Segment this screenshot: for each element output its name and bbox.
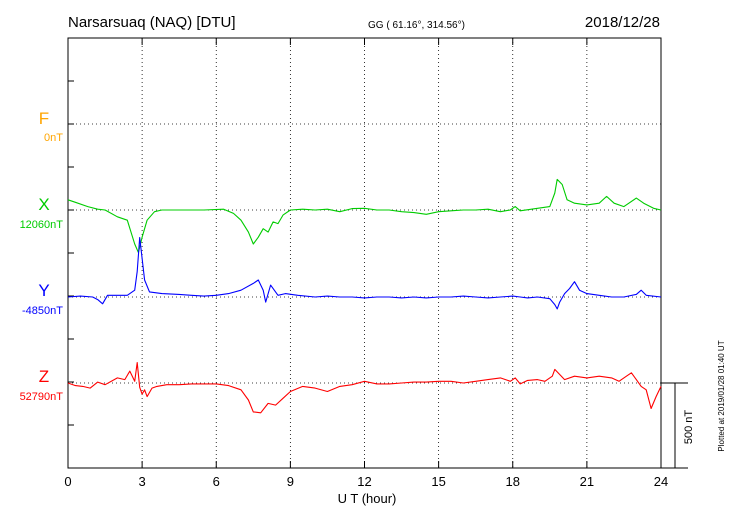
date-label: 2018/12/28 (585, 14, 660, 31)
x-tick-label: 0 (64, 474, 71, 489)
baseline-label-z: 52790nT (20, 391, 64, 403)
station-title: Narsarsuaq (NAQ) [DTU] (68, 14, 236, 31)
baseline-label-x: 12060nT (20, 219, 64, 231)
x-tick-label: 12 (357, 474, 371, 489)
x-axis-label: U T (hour) (338, 491, 397, 506)
component-label-z: Z (39, 367, 49, 386)
component-label-x: X (38, 195, 49, 214)
plotted-timestamp: Plotted at 2019/01/28 01:40 UT (717, 340, 726, 451)
x-tick-label: 21 (580, 474, 594, 489)
x-tick-label: 3 (139, 474, 146, 489)
component-label-y: Y (38, 281, 49, 300)
x-tick-label: 15 (431, 474, 445, 489)
x-tick-label: 24 (654, 474, 668, 489)
x-ticks: 0 3 6 9 12 15 18 21 24 (64, 38, 668, 489)
baseline-label-f: 0nT (44, 132, 63, 144)
coordinates-label: GG ( 61.16°, 314.56°) (368, 20, 465, 31)
x-tick-label: 9 (287, 474, 294, 489)
x-tick-label: 6 (213, 474, 220, 489)
series-line-x (67, 178, 662, 254)
x-tick-label: 18 (506, 474, 520, 489)
data-series (67, 178, 662, 414)
grid-lines (68, 38, 661, 468)
scale-bar (661, 382, 688, 469)
series-line-y (67, 236, 662, 310)
series-line-z (67, 362, 662, 414)
component-label-f: F (39, 109, 49, 128)
scale-bar-label: 500 nT (683, 410, 695, 445)
baseline-label-y: -4850nT (22, 305, 63, 317)
